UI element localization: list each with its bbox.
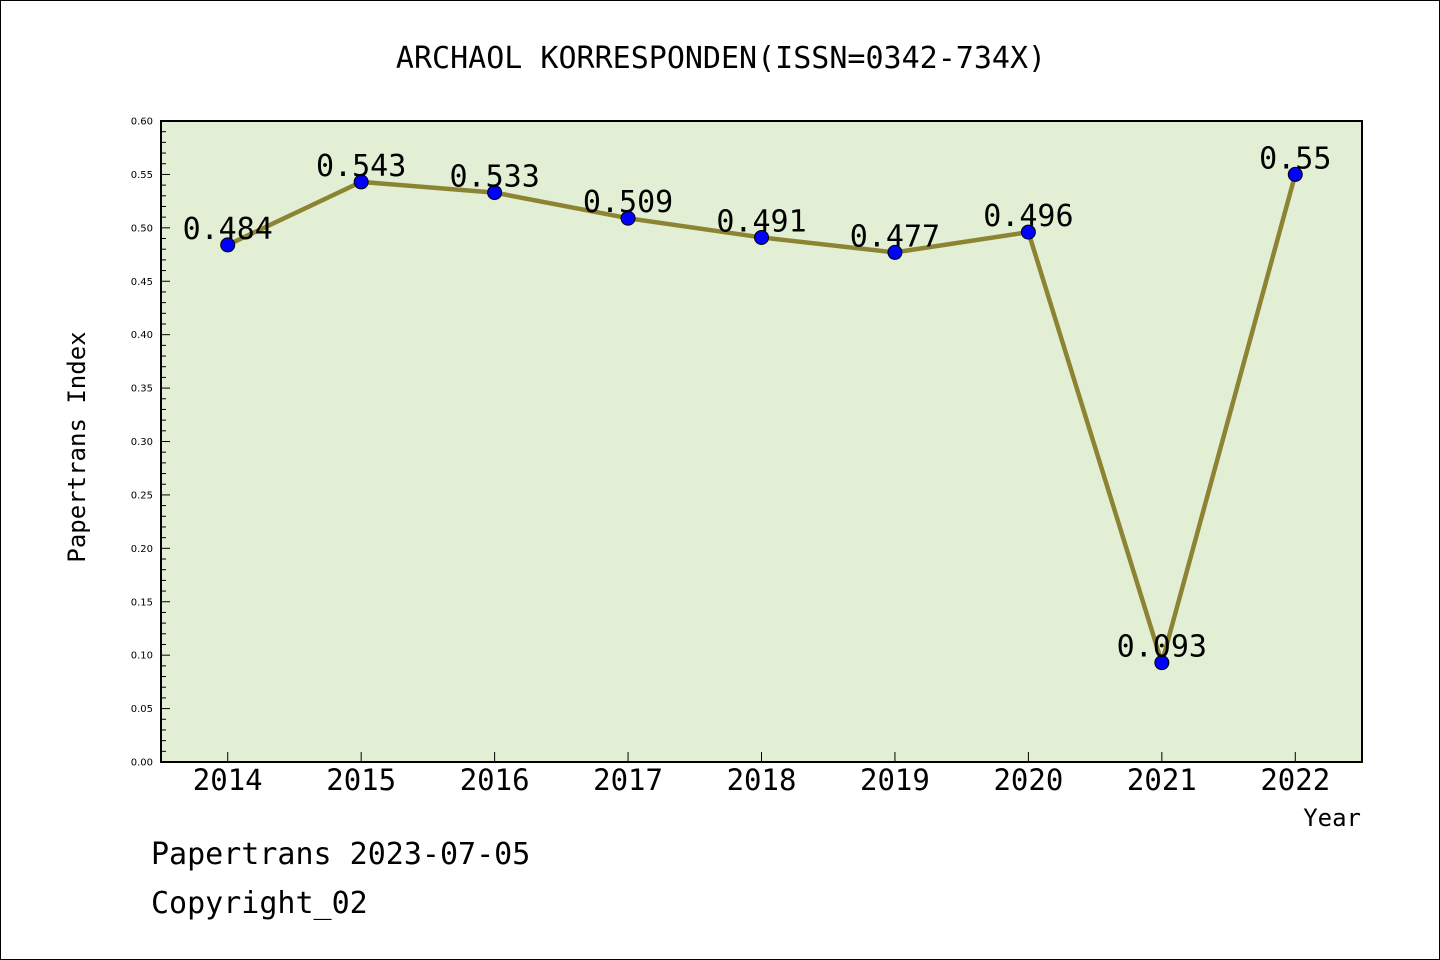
- data-label: 0.533: [449, 160, 539, 195]
- x-tick-label: 2022: [1260, 763, 1330, 797]
- x-tick-label: 2015: [326, 763, 396, 797]
- y-tick-label: 0.30: [131, 437, 153, 448]
- x-tick-label: 2020: [993, 763, 1063, 797]
- x-tick-label: 2017: [593, 763, 663, 797]
- data-label: 0.496: [983, 199, 1073, 234]
- x-tick-label: 2018: [727, 763, 797, 797]
- data-label: 0.55: [1259, 141, 1331, 176]
- data-point: [487, 185, 503, 201]
- y-axis-label: Papertrans Index: [63, 331, 91, 562]
- data-point: [754, 229, 769, 245]
- y-tick-label: 0.45: [131, 277, 153, 288]
- data-label: 0.543: [316, 149, 406, 184]
- data-point: [1020, 224, 1036, 240]
- data-point: [887, 244, 903, 260]
- y-tick-label: 0.15: [131, 597, 153, 608]
- x-tick-label: 2016: [460, 763, 530, 797]
- data-label: 0.477: [850, 219, 940, 254]
- data-label: 0.093: [1117, 630, 1207, 665]
- x-axis-label: Year: [1303, 804, 1361, 832]
- y-tick-label: 0.35: [131, 384, 153, 395]
- x-tick-label: 2021: [1127, 763, 1197, 797]
- x-axis: 2014 2015 2016 2017 2018 2019 2020 2021 2022: [193, 752, 1330, 797]
- y-tick-label: 0.00: [131, 758, 153, 769]
- source-date-note: Papertrans 2023-07-05: [151, 837, 531, 872]
- data-label: 0.484: [183, 212, 273, 247]
- data-point: [1287, 166, 1303, 182]
- chart-title: ARCHAOL KORRESPONDEN(ISSN=0342-734X): [396, 41, 1046, 76]
- y-tick-label: 0.20: [131, 544, 153, 555]
- series-layer: 0.484 0.543 0.533 0.509 0.491 0.477 0.496 0.093…: [183, 141, 1331, 671]
- data-point: [620, 210, 636, 226]
- data-label: 0.509: [583, 185, 673, 220]
- data-label: 0.491: [716, 204, 806, 239]
- y-tick-label: 0.10: [131, 651, 153, 662]
- data-point: [353, 174, 369, 190]
- x-tick-label: 2014: [193, 763, 263, 797]
- y-tick-label: 0.05: [131, 704, 153, 715]
- x-tick-label: 2019: [860, 763, 930, 797]
- y-tick-label: 0.60: [131, 117, 153, 128]
- y-tick-label: 0.50: [131, 223, 153, 234]
- y-tick-label: 0.25: [131, 490, 153, 501]
- y-tick-label: 0.40: [131, 330, 153, 341]
- y-tick-label: 0.55: [131, 170, 153, 181]
- data-point: [1154, 655, 1170, 671]
- data-point: [220, 237, 236, 253]
- copyright-note: Copyright_02: [151, 886, 368, 921]
- y-axis: 0.00 0.05 0.10 0.15 0.20 0.25 0.30 0.35 0.40 0.45…: [131, 117, 170, 769]
